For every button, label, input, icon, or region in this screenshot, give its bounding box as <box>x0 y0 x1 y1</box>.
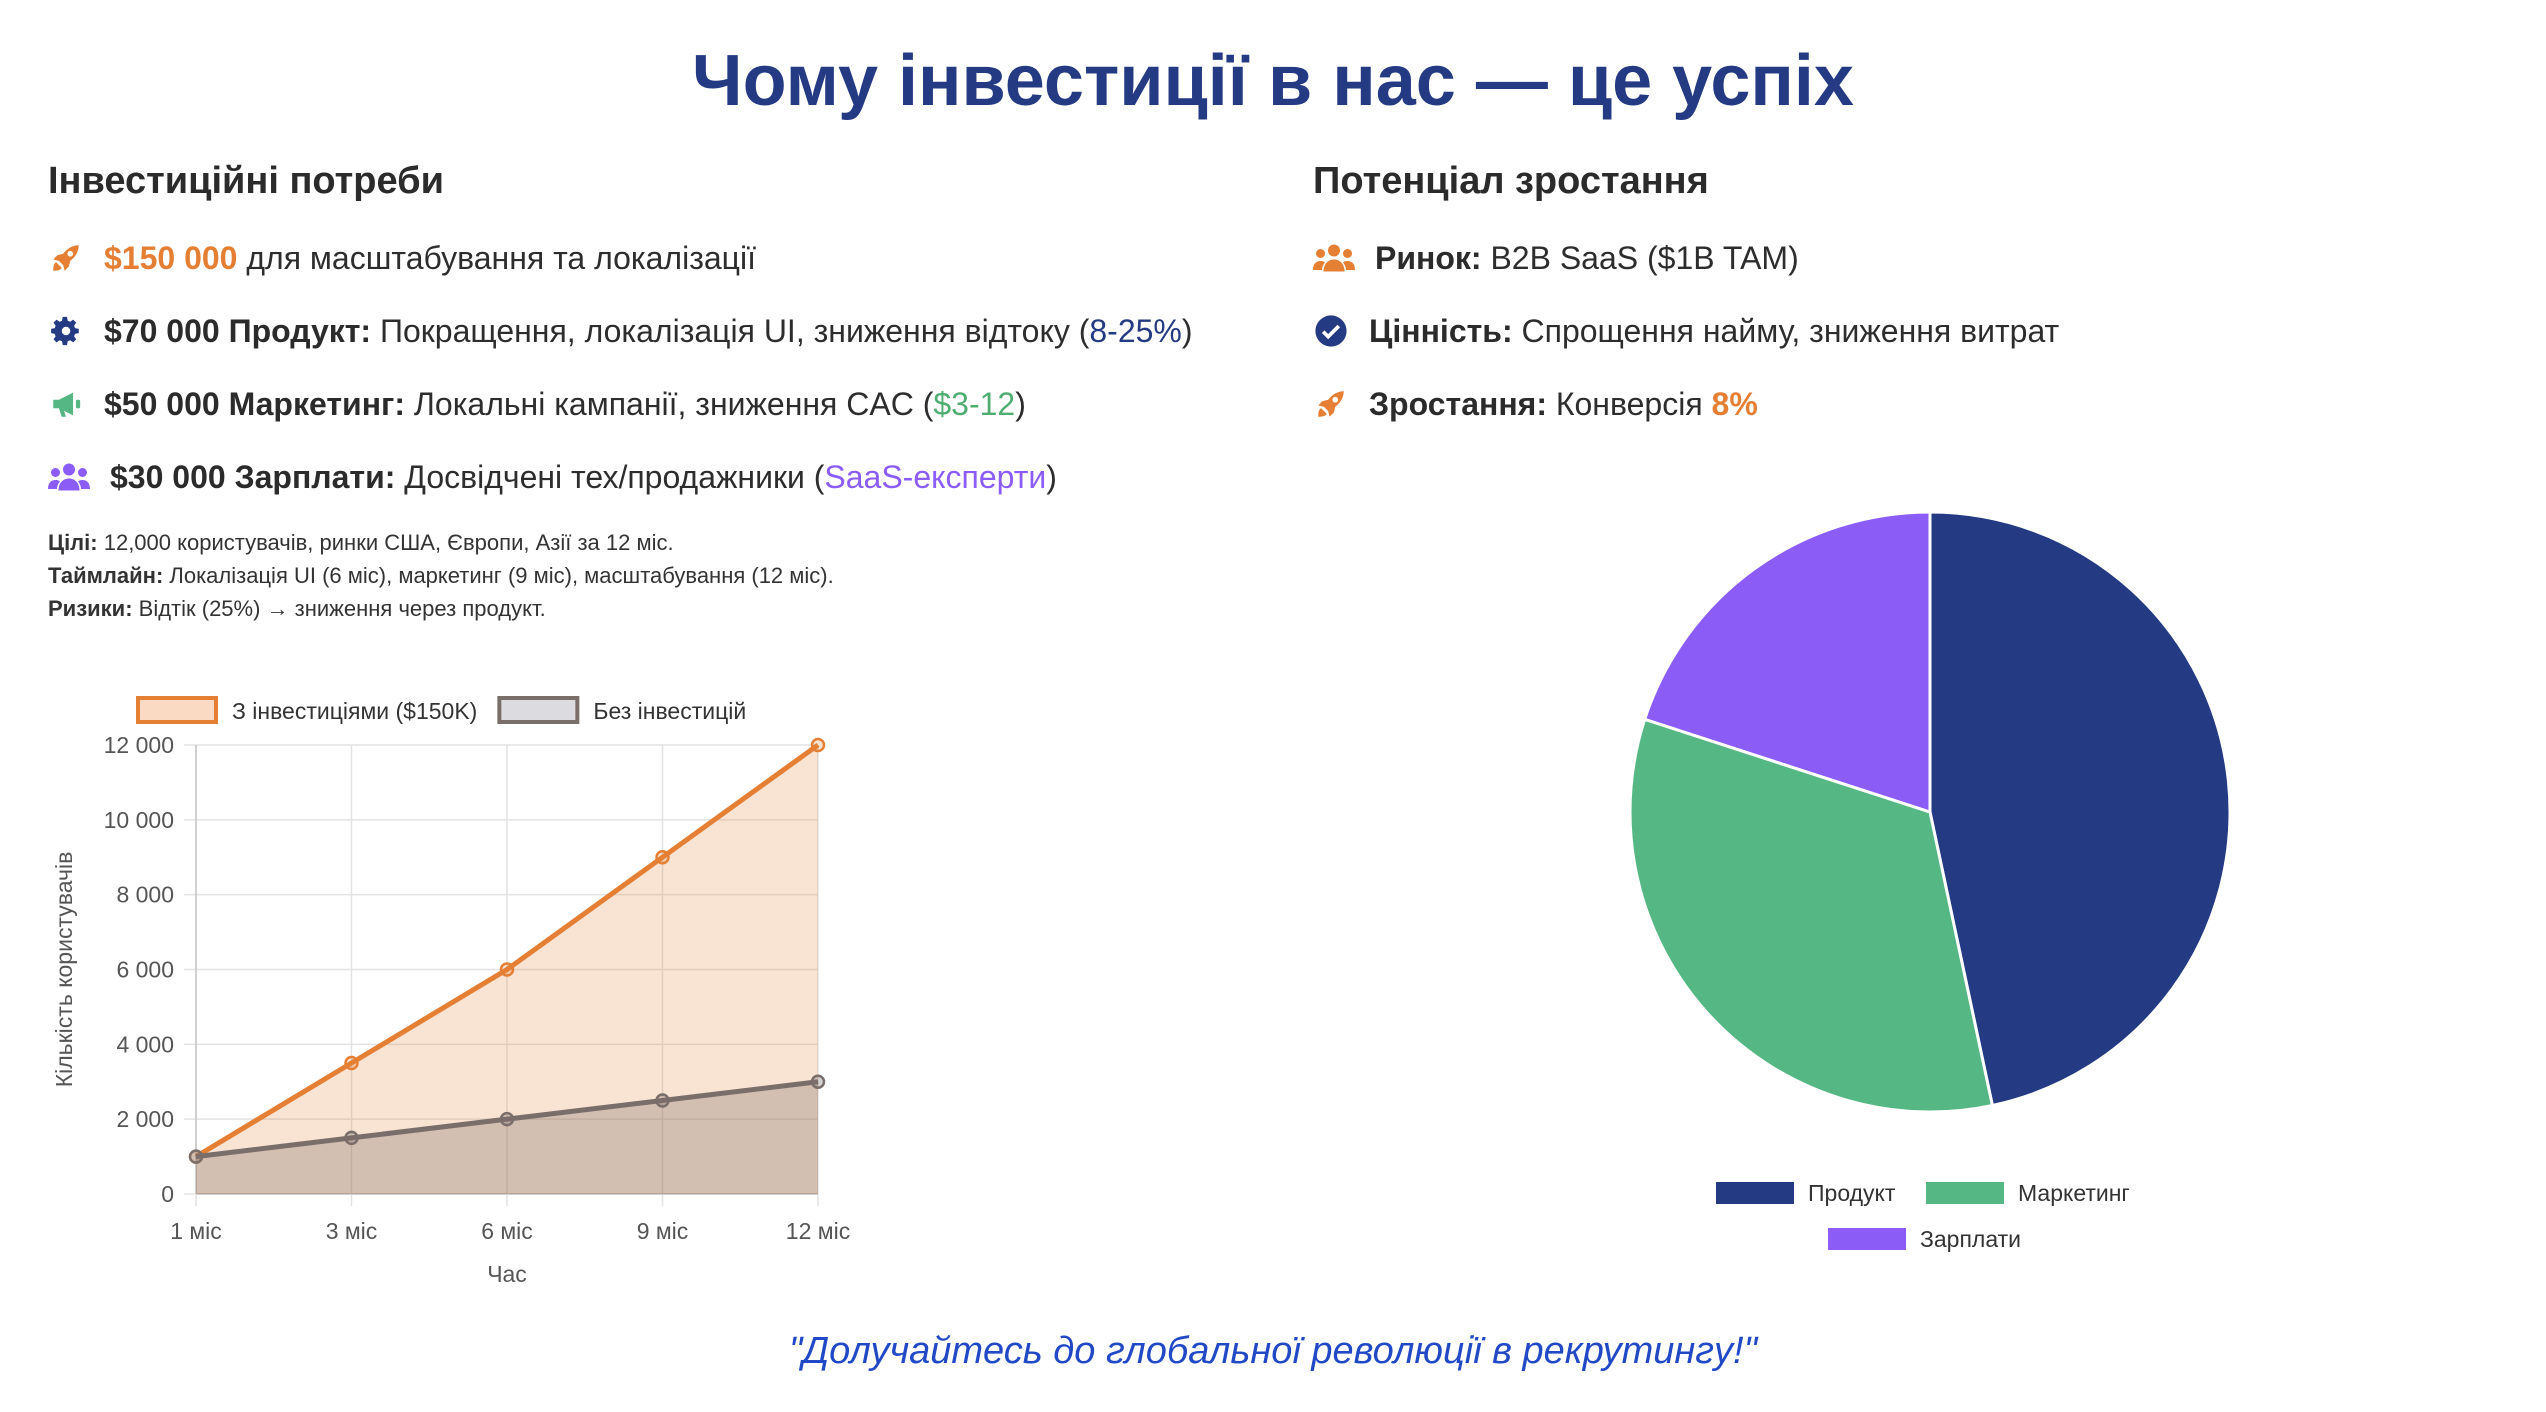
users-icon <box>1313 240 1355 276</box>
series-line <box>194 742 820 1159</box>
series-line <box>195 1079 819 1160</box>
growth-rate-highlight: 8% <box>1711 385 1758 422</box>
need-product: $70 000 Продукт: Покращення, локалізація… <box>48 306 1228 356</box>
note-risks-text: Відтік (25%) → зниження через продукт. <box>132 596 546 621</box>
growth-rate: Зростання: Конверсія 8% <box>1313 379 2493 429</box>
pie-slice <box>1628 717 1995 1114</box>
y-tick-label: 4 000 <box>116 1031 174 1057</box>
growth-value-label: Цінність: <box>1369 312 1513 349</box>
x-axis-title: Час <box>487 1261 527 1287</box>
need-product-text: Покращення, локалізація UI, зниження від… <box>371 312 1090 349</box>
x-tick-label: 3 міс <box>326 1218 378 1244</box>
y-tick-label: 2 000 <box>116 1106 174 1132</box>
legend-swatch <box>1926 1182 2004 1204</box>
data-point <box>810 737 826 753</box>
need-marketing-highlight: $3-12 <box>933 385 1016 422</box>
rocket-icon <box>1313 386 1349 422</box>
note-goals-text: 12,000 користувачів, ринки США, Європи, … <box>97 530 674 555</box>
x-tick-label: 9 міс <box>637 1218 689 1244</box>
note-risks: Ризики: Відтік (25%) → зниження через пр… <box>48 592 1228 625</box>
data-point <box>655 850 670 865</box>
legend-swatch <box>136 696 218 724</box>
need-salaries-highlight: SaaS-експерти <box>824 458 1047 495</box>
note-timeline-text: Локалізація UI (6 міс), маркетинг (9 міс… <box>163 563 834 588</box>
users-icon <box>48 459 90 495</box>
pie-slice <box>1928 510 2232 1108</box>
need-marketing: $50 000 Маркетинг: Локальні кампанії, зн… <box>48 379 1228 429</box>
legend-label: Маркетинг <box>2018 1180 2130 1206</box>
growth-market-label: Ринок: <box>1375 239 1482 276</box>
need-product-highlight: 8-25% <box>1089 312 1182 349</box>
legend-label: Продукт <box>1808 1180 1896 1206</box>
y-tick-label: 8 000 <box>116 882 174 908</box>
y-tick-label: 6 000 <box>116 957 174 983</box>
budget-pie-chart: Продукт Маркетинг Зарплати <box>1628 510 2232 1252</box>
data-point <box>655 1093 670 1108</box>
need-salaries-end: ) <box>1046 458 1057 495</box>
need-total-text: для масштабування та локалізації <box>237 239 756 276</box>
page-title: Чому інвестиції в нас — це успіх <box>692 41 1854 121</box>
series-area <box>196 1081 818 1194</box>
note-goals: Цілі: 12,000 користувачів, ринки США, Єв… <box>48 526 1228 559</box>
need-total: $150 000 для масштабування та локалізаці… <box>48 233 1228 283</box>
note-timeline-label: Таймлайн: <box>48 563 164 588</box>
note-timeline: Таймлайн: Локалізація UI (6 міс), маркет… <box>48 559 1228 592</box>
closing-quote: "Долучайтесь до глобальної революції в р… <box>788 1330 1758 1372</box>
growth-rate-label: Зростання: <box>1369 385 1547 422</box>
need-salaries-text: Досвідчені тех/продажники ( <box>395 458 825 495</box>
y-tick-label: 12 000 <box>104 732 174 758</box>
rocket-icon <box>48 240 84 276</box>
need-total-amount: $150 000 <box>104 239 238 276</box>
pie-slice <box>1642 510 1932 815</box>
data-point <box>344 1055 359 1071</box>
legend-label: З інвестиціями ($150K) <box>232 698 477 724</box>
note-goals-label: Цілі: <box>48 530 98 555</box>
growth-rate-text: Конверсія <box>1546 385 1712 422</box>
note-risks-label: Ризики: <box>48 596 133 621</box>
need-product-end: ) <box>1181 312 1193 349</box>
investment-needs-heading: Інвестиційні потреби <box>48 160 444 202</box>
investment-needs-section: Інвестиційні потреби $150 000 для масшта… <box>48 160 1228 625</box>
legend-swatch <box>1828 1228 1906 1250</box>
y-tick-label: 10 000 <box>104 807 174 833</box>
x-tick-label: 1 міс <box>170 1218 222 1244</box>
need-product-label: $70 000 Продукт: <box>104 312 372 349</box>
y-axis-title: Кількість користувачів <box>51 852 77 1088</box>
legend-label: Зарплати <box>1920 1226 2021 1252</box>
need-salaries: $30 000 Зарплати: Досвідчені тех/продажн… <box>48 452 1228 502</box>
growth-potential-heading: Потенціал зростання <box>1313 160 1709 202</box>
growth-market-text: B2B SaaS ($1B TAM) <box>1481 239 1799 276</box>
need-marketing-label: $50 000 Маркетинг: <box>104 385 405 422</box>
need-marketing-text: Локальні кампанії, зниження CAC ( <box>405 385 934 422</box>
data-point <box>344 1130 359 1146</box>
need-salaries-label: $30 000 Зарплати: <box>110 458 396 495</box>
growth-value-text: Спрощення найму, зниження витрат <box>1512 312 2060 349</box>
data-point <box>499 1111 515 1127</box>
data-point <box>810 1074 826 1089</box>
megaphone-icon <box>48 386 84 422</box>
x-tick-label: 6 міс <box>481 1218 533 1244</box>
legend-swatch <box>1716 1182 1794 1204</box>
check-circle-icon <box>1313 313 1349 349</box>
data-point <box>188 1149 204 1164</box>
y-tick-label: 0 <box>161 1181 174 1207</box>
need-marketing-end: ) <box>1015 385 1026 422</box>
x-tick-label: 12 міс <box>786 1218 850 1244</box>
gear-icon <box>48 313 84 349</box>
data-point <box>499 962 515 977</box>
growth-value: Цінність: Спрощення найму, зниження витр… <box>1313 306 2493 356</box>
user-growth-chart: 0 2 000 4 000 6 000 8 000 10 000 12 000 1 міс 3 … <box>51 696 850 1287</box>
legend-label: Без інвестицій <box>593 698 746 724</box>
growth-potential-section: Потенціал зростання Ринок: B2B SaaS ($1B… <box>1313 160 2493 452</box>
growth-market: Ринок: B2B SaaS ($1B TAM) <box>1313 233 2493 283</box>
legend-swatch <box>497 696 580 724</box>
notes-block: Цілі: 12,000 користувачів, ринки США, Єв… <box>48 526 1228 625</box>
